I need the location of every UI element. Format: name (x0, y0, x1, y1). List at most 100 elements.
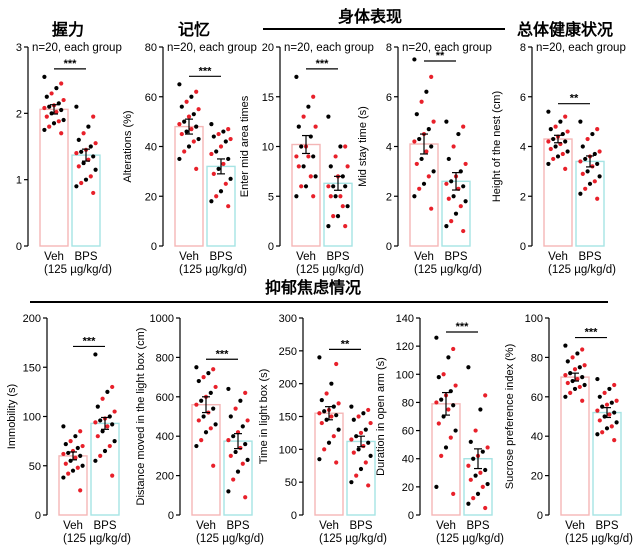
data-point (223, 139, 228, 144)
y-tick-label: 200 (23, 313, 41, 325)
data-point (444, 119, 449, 124)
data-point (74, 151, 79, 156)
significance-label: *** (216, 348, 230, 360)
data-point (182, 119, 187, 124)
data-point (80, 443, 85, 449)
bar-bps (90, 422, 120, 516)
data-point (351, 450, 356, 455)
y-tick-label: 1000 (150, 313, 174, 325)
data-point (419, 156, 424, 162)
data-point (91, 154, 96, 159)
data-point (186, 144, 192, 149)
data-point (446, 196, 451, 201)
data-point (296, 164, 301, 169)
data-point (443, 445, 449, 450)
data-point (100, 429, 105, 434)
data-point (211, 171, 216, 176)
bar-veh (191, 403, 221, 516)
data-point (326, 224, 331, 229)
data-point (93, 420, 98, 425)
data-point (340, 204, 345, 209)
x-tick-label: Veh (548, 251, 568, 263)
data-point (354, 434, 359, 439)
y-tick-label: 20 (262, 42, 274, 54)
data-point (446, 355, 451, 360)
data-point (429, 74, 434, 79)
y-tick-label: 100 (525, 313, 543, 325)
data-point (306, 154, 311, 159)
data-point (424, 89, 429, 94)
y-tick-label: 140 (396, 313, 414, 325)
data-point (203, 430, 209, 435)
data-point (112, 409, 117, 414)
data-point (461, 228, 466, 234)
data-point (585, 169, 590, 174)
y-tick-label: 120 (396, 341, 414, 353)
data-point (580, 171, 585, 176)
data-point (429, 144, 434, 149)
data-point (568, 390, 573, 395)
data-point (607, 386, 612, 392)
data-point (431, 169, 436, 174)
y-axis-label: Height of the nest (cm) (491, 91, 503, 202)
dose-label: (125 µg/kg/d) (436, 533, 504, 545)
data-point (358, 430, 364, 436)
data-point (221, 161, 226, 167)
data-point (417, 186, 422, 191)
data-point (417, 136, 422, 142)
data-point (587, 181, 593, 186)
y-tick-label: 80 (402, 397, 414, 409)
data-point (184, 99, 189, 104)
data-point (243, 441, 248, 447)
y-tick-label: 200 (156, 471, 174, 483)
data-point (331, 214, 336, 219)
data-point (311, 194, 316, 199)
data-point (301, 164, 306, 169)
y-tick-label: 0 (520, 241, 526, 253)
y-tick-label: 5 (268, 191, 274, 203)
data-point (47, 124, 52, 129)
data-point (54, 109, 59, 115)
data-point (412, 139, 417, 144)
significance-label: ** (341, 338, 350, 350)
data-point (475, 491, 481, 496)
data-point (368, 453, 373, 458)
x-tick-label: BPS (326, 251, 349, 263)
data-point (56, 119, 61, 124)
data-point (453, 383, 458, 388)
y-tick-label: 0 (168, 510, 174, 522)
data-point (328, 194, 333, 199)
data-point (595, 376, 600, 382)
y-tick-label: 6 (520, 92, 526, 104)
data-point (79, 180, 84, 186)
data-point (102, 448, 108, 454)
heading-body: 身体表现 (338, 7, 402, 26)
data-point (583, 156, 588, 162)
x-tick-label: Veh (63, 520, 83, 532)
chart-memory: 0 20 40 60 80 Alterations (%) Veh BPS(125 µg/kg… (122, 42, 257, 276)
data-point (421, 181, 427, 186)
data-point (458, 204, 463, 209)
y-tick-label: 400 (156, 431, 174, 443)
data-point (189, 126, 194, 132)
data-point (228, 176, 233, 181)
data-point (444, 181, 449, 186)
data-point (468, 439, 473, 444)
data-point (110, 384, 115, 390)
data-point (363, 460, 368, 465)
y-tick-label: 8 (520, 42, 526, 54)
y-tick-label: 15 (262, 92, 274, 104)
data-point (42, 127, 47, 133)
data-point (110, 473, 115, 478)
y-tick-label: 150 (23, 362, 41, 374)
data-point (91, 114, 96, 119)
dose-label: (125 µg/kg/d) (296, 264, 364, 276)
data-point (483, 393, 488, 398)
data-point (112, 439, 117, 444)
data-point (345, 164, 350, 169)
data-point (296, 124, 301, 129)
data-point (226, 386, 231, 392)
data-point (614, 420, 619, 425)
